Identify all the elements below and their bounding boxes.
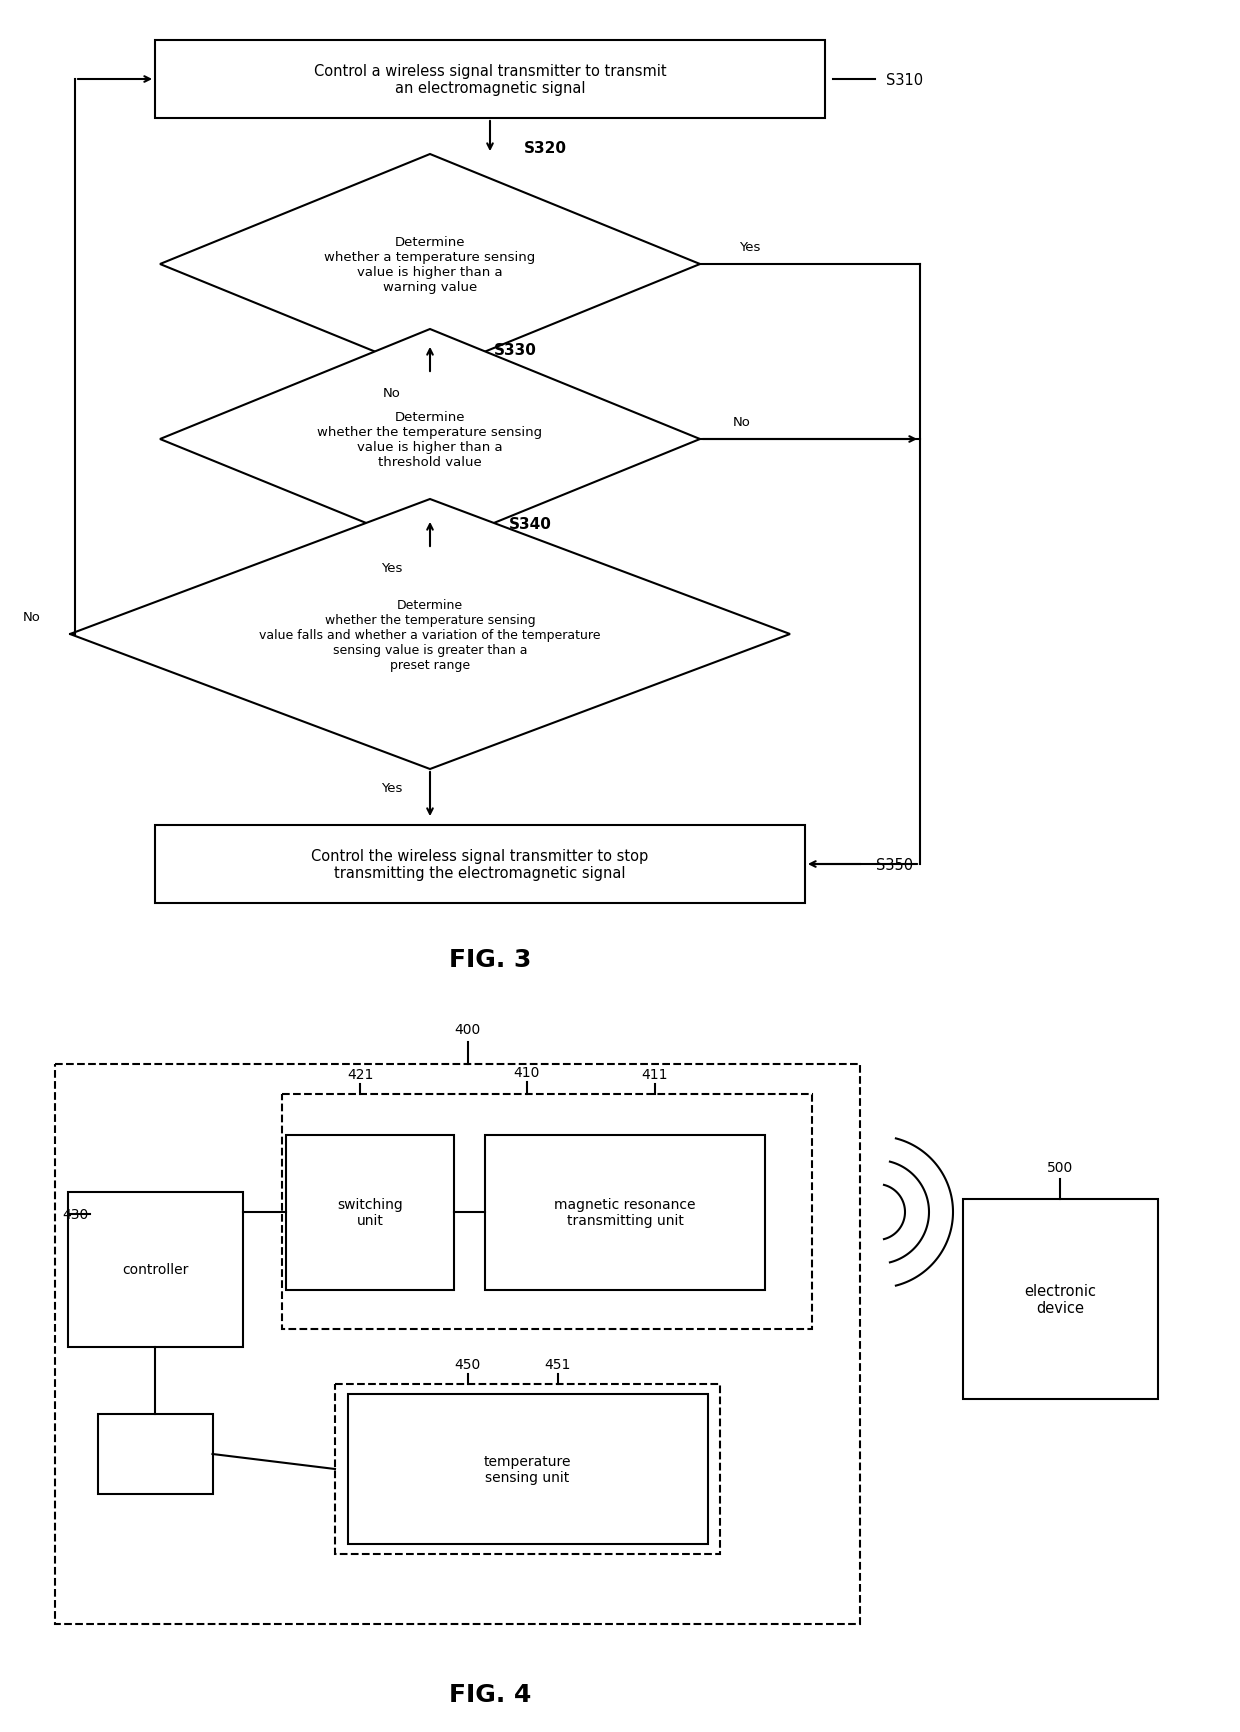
- Text: S310: S310: [887, 73, 924, 87]
- Text: 421: 421: [347, 1067, 373, 1081]
- FancyBboxPatch shape: [347, 1394, 708, 1545]
- Text: S350: S350: [877, 857, 914, 871]
- Text: switching
unit: switching unit: [337, 1197, 403, 1228]
- Text: 430: 430: [62, 1207, 88, 1221]
- FancyBboxPatch shape: [286, 1134, 454, 1290]
- FancyBboxPatch shape: [155, 42, 825, 120]
- FancyBboxPatch shape: [962, 1199, 1157, 1399]
- Text: magnetic resonance
transmitting unit: magnetic resonance transmitting unit: [554, 1197, 696, 1228]
- Text: 450: 450: [454, 1358, 481, 1372]
- Text: Yes: Yes: [739, 241, 760, 253]
- Polygon shape: [160, 329, 701, 549]
- Text: electronic
device: electronic device: [1024, 1283, 1096, 1315]
- FancyBboxPatch shape: [155, 826, 805, 904]
- Polygon shape: [69, 501, 790, 769]
- Text: Control a wireless signal transmitter to transmit
an electromagnetic signal: Control a wireless signal transmitter to…: [314, 64, 666, 97]
- Text: Control the wireless signal transmitter to stop
transmitting the electromagnetic: Control the wireless signal transmitter …: [311, 849, 649, 880]
- Text: Determine
whether the temperature sensing
value falls and whether a variation of: Determine whether the temperature sensin…: [259, 598, 600, 670]
- Text: controller: controller: [122, 1263, 188, 1276]
- Text: Determine
whether a temperature sensing
value is higher than a
warning value: Determine whether a temperature sensing …: [325, 236, 536, 294]
- Text: temperature
sensing unit: temperature sensing unit: [484, 1455, 572, 1484]
- Text: 451: 451: [544, 1358, 570, 1372]
- Text: No: No: [733, 416, 751, 428]
- Text: S340: S340: [508, 516, 552, 532]
- FancyBboxPatch shape: [55, 1065, 861, 1625]
- Text: 400: 400: [454, 1022, 481, 1036]
- Text: No: No: [383, 386, 401, 400]
- Text: 500: 500: [1047, 1160, 1073, 1174]
- FancyBboxPatch shape: [98, 1415, 212, 1495]
- Text: Yes: Yes: [382, 561, 403, 575]
- FancyBboxPatch shape: [335, 1384, 720, 1554]
- Text: S320: S320: [523, 140, 567, 156]
- FancyBboxPatch shape: [67, 1192, 243, 1347]
- Text: No: No: [24, 610, 41, 624]
- Text: 411: 411: [642, 1067, 668, 1081]
- Text: 410: 410: [513, 1065, 541, 1079]
- Text: Determine
whether the temperature sensing
value is higher than a
threshold value: Determine whether the temperature sensin…: [317, 410, 543, 469]
- Text: FIG. 4: FIG. 4: [449, 1682, 531, 1706]
- FancyBboxPatch shape: [485, 1134, 765, 1290]
- Text: S330: S330: [494, 343, 537, 357]
- Polygon shape: [160, 154, 701, 374]
- Text: FIG. 3: FIG. 3: [449, 947, 531, 972]
- Text: Yes: Yes: [382, 781, 403, 793]
- FancyBboxPatch shape: [281, 1095, 812, 1328]
